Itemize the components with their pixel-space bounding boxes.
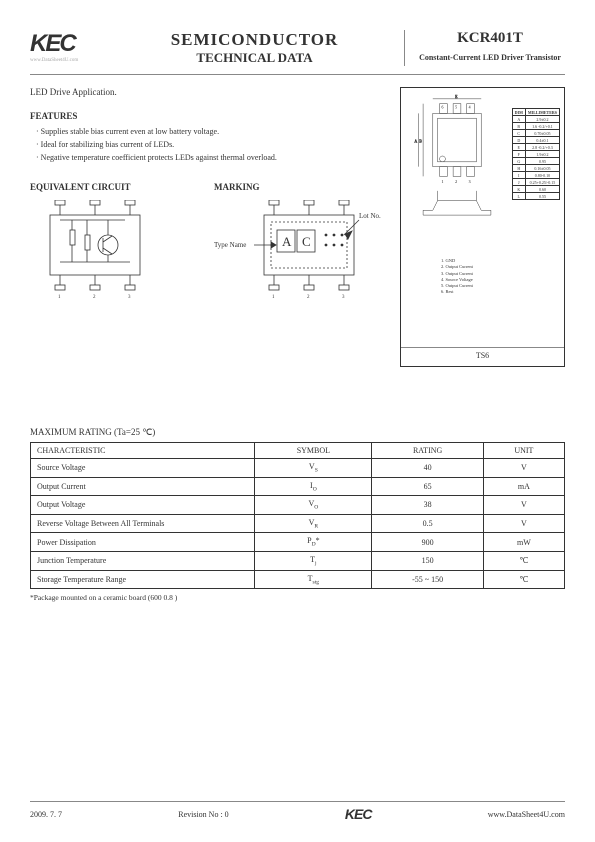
col-symbol: SYMBOL <box>255 443 372 459</box>
dim-h: MILLIMETERS <box>525 109 559 116</box>
col-unit: UNIT <box>483 443 564 459</box>
footer-date: 2009. 7. 7 <box>30 810 62 819</box>
application-text: LED Drive Application. <box>30 87 388 97</box>
page-footer: 2009. 7. 7 Revision No : 0 KEC www.DataS… <box>30 801 565 822</box>
left-column: LED Drive Application. FEATURES Supplies… <box>30 87 388 367</box>
equivalent-circuit-col: EQUIVALENT CIRCUIT <box>30 182 204 302</box>
footer-rev: Revision No : 0 <box>178 810 228 819</box>
equivalent-heading: EQUIVALENT CIRCUIT <box>30 182 204 192</box>
dimensions-table: DIMMILLIMETERS A2.9±0.2B1.6 -0.2/+0.1C0.… <box>512 108 560 200</box>
ratings-header-row: CHARACTERISTIC SYMBOL RATING UNIT <box>31 443 565 459</box>
svg-text:2: 2 <box>307 295 310 300</box>
col-characteristic: CHARACTERISTIC <box>31 443 255 459</box>
svg-text:B: B <box>419 139 422 143</box>
svg-text:3: 3 <box>469 180 471 184</box>
svg-text:Lot No.: Lot No. <box>359 212 381 220</box>
pin-list: 1. GND2. Output Current3. Output Current… <box>441 258 473 296</box>
ratings-row: Output VoltageVO38V <box>31 496 565 515</box>
part-number: KCR401T <box>415 30 565 47</box>
svg-text:4: 4 <box>469 106 471 110</box>
svg-text:3: 3 <box>128 295 131 300</box>
svg-text:E: E <box>455 95 458 99</box>
footer-url: www.DataSheet4U.com <box>488 810 565 819</box>
package-name: TS6 <box>401 347 564 360</box>
svg-text:Type Name: Type Name <box>214 241 246 249</box>
svg-text:2: 2 <box>455 180 457 184</box>
equivalent-circuit-diagram: 123 654 <box>30 200 204 302</box>
svg-text:A: A <box>282 234 292 249</box>
col-rating: RATING <box>372 443 483 459</box>
ratings-row: Reverse Voltage Between All TerminalsVR0… <box>31 514 565 533</box>
title-box: SEMICONDUCTOR TECHNICAL DATA <box>120 30 405 66</box>
ratings-row: Source VoltageVS40V <box>31 459 565 478</box>
doc-title-1: SEMICONDUCTOR <box>120 30 389 50</box>
page-header: KEC www.DataSheet4U.com SEMICONDUCTOR TE… <box>30 30 565 75</box>
feature-item: Ideal for stabilizing bias current of LE… <box>30 140 388 149</box>
ratings-row: Output CurrentIO65mA <box>31 477 565 496</box>
features-list: Supplies stable bias current even at low… <box>30 127 388 162</box>
main-content: LED Drive Application. FEATURES Supplies… <box>30 87 565 367</box>
ratings-row: Power DissipationPD*900mW <box>31 533 565 552</box>
marking-diagram: A C Type Name Lot No. 123 654 <box>214 200 388 302</box>
ratings-row: Junction TemperatureTj150℃ <box>31 551 565 570</box>
svg-text:5: 5 <box>455 106 457 110</box>
svg-text:1: 1 <box>442 180 444 184</box>
circuit-marking-row: EQUIVALENT CIRCUIT <box>30 182 388 302</box>
svg-text:6: 6 <box>442 106 444 110</box>
logo-tagline: www.DataSheet4U.com <box>30 58 120 63</box>
marking-heading: MARKING <box>214 182 388 192</box>
svg-text:3: 3 <box>342 295 345 300</box>
ratings-body: Source VoltageVS40VOutput CurrentIO65mAO… <box>31 459 565 589</box>
svg-text:A: A <box>414 139 417 143</box>
doc-title-2: TECHNICAL DATA <box>120 50 389 66</box>
ratings-row: Storage Temperature RangeTstg-55 ~ 150℃ <box>31 570 565 589</box>
package-drawing: E A B 6 5 4 1 2 3 <box>407 94 507 249</box>
svg-text:1: 1 <box>272 295 275 300</box>
footer-logo: KEC <box>345 806 372 822</box>
marking-col: MARKING <box>214 182 388 302</box>
ratings-heading: MAXIMUM RATING (Ta=25 ℃) <box>30 427 565 438</box>
part-desc: Constant-Current LED Driver Transistor <box>415 53 565 62</box>
ratings-table: CHARACTERISTIC SYMBOL RATING UNIT Source… <box>30 442 565 589</box>
company-logo: KEC <box>30 30 120 58</box>
part-box: KCR401T Constant-Current LED Driver Tran… <box>405 30 565 66</box>
svg-text:C: C <box>302 234 311 249</box>
dim-h: DIM <box>512 109 525 116</box>
feature-item: Negative temperature coefficient protect… <box>30 153 388 162</box>
svg-text:2: 2 <box>93 295 96 300</box>
logo-box: KEC www.DataSheet4U.com <box>30 30 120 66</box>
features-heading: FEATURES <box>30 111 388 121</box>
package-outline: E A B 6 5 4 1 2 3 DIMMILLIMETERS A2.9±0.2B1.… <box>400 87 565 367</box>
feature-item: Supplies stable bias current even at low… <box>30 127 388 136</box>
ratings-note: *Package mounted on a ceramic board (600… <box>30 593 565 602</box>
svg-text:1: 1 <box>58 295 61 300</box>
